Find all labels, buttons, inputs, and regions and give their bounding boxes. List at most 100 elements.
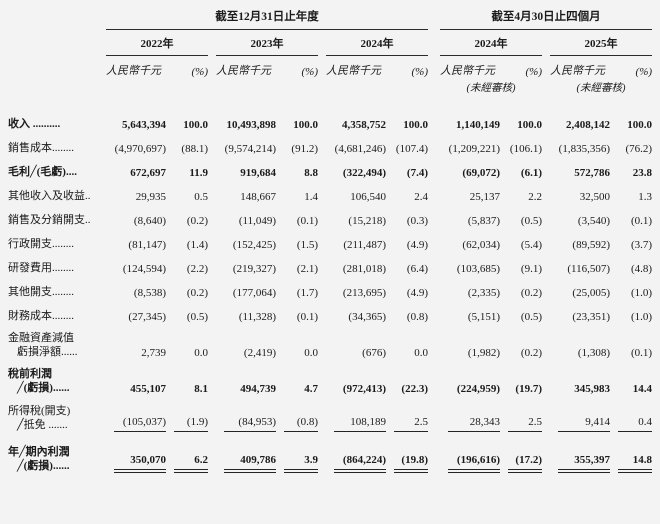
- amount-cell: (2,335): [467, 287, 500, 299]
- percent-cell: (0.1): [630, 215, 653, 227]
- percent-cell: 100.0: [293, 119, 318, 131]
- unaudited-note: (未經審核): [576, 83, 626, 94]
- percent-label: (%): [411, 66, 429, 78]
- percent-cell: 4.7: [304, 383, 318, 395]
- table-row-other-expenses: 其他開支........ (8,538) (0.2) (177,064) (1.…: [8, 279, 652, 303]
- amount-cell: (1,209,221): [448, 143, 500, 155]
- percent-cell: (22.3): [401, 383, 428, 395]
- table-row-profit-for-period: 年╱期內利潤 ╱(虧損)...... 350,070 6.2 409,786 3…: [8, 436, 653, 477]
- year-header-apr-2024: 2024年: [440, 29, 542, 56]
- amount-cell: 1,140,149: [456, 119, 500, 131]
- row-label-cost-of-sales: 銷售成本........: [8, 142, 74, 154]
- amount-cell: (322,494): [342, 167, 386, 179]
- percent-cell: (1.7): [296, 287, 318, 299]
- amount-cell: (15,218): [348, 215, 386, 227]
- percent-cell: (2.2): [186, 263, 208, 275]
- percent-cell: (0.2): [520, 347, 542, 359]
- amount-cell: 10,493,898: [226, 119, 277, 131]
- unaudited-row: (未經審核) (未經審核): [8, 78, 652, 95]
- amount-cell: (84,953): [216, 399, 276, 436]
- percent-cell: (4.9): [406, 287, 428, 299]
- percent-cell: (0.1): [630, 347, 653, 359]
- amount-cell: 25,137: [469, 191, 500, 203]
- percent-cell: (88.1): [181, 143, 208, 155]
- period-group-apr-title: 截至4月30日止四個月: [440, 8, 653, 30]
- amount-cell: 455,107: [130, 383, 166, 395]
- amount-cell: (5,151): [467, 311, 500, 323]
- percent-cell: (107.4): [395, 143, 428, 155]
- percent-cell: 2.4: [414, 191, 428, 203]
- amount-cell: (81,147): [128, 239, 166, 251]
- percent-cell: 3.9: [276, 436, 318, 477]
- percent-cell: 2.5: [386, 399, 428, 436]
- amount-cell: (4,681,246): [334, 143, 386, 155]
- percent-label: (%): [635, 66, 653, 78]
- year-header-2024: 2024年: [326, 29, 428, 56]
- currency-unit-label: 人民幣千元: [326, 65, 381, 77]
- year-header-apr-2025: 2025年: [550, 29, 653, 56]
- table-row-gross-profit: 毛利╱(毛虧).... 672,697 11.9 919,684 8.8 (32…: [8, 159, 652, 183]
- amount-cell: (8,538): [133, 287, 166, 299]
- row-label-selling-expenses: 銷售及分銷開支..: [8, 214, 91, 226]
- percent-cell: 8.1: [194, 383, 208, 395]
- percent-cell: 100.0: [403, 119, 428, 131]
- amount-cell: (5,837): [467, 215, 500, 227]
- amount-cell: 350,070: [106, 436, 166, 477]
- percent-cell: 100.0: [627, 119, 653, 131]
- percent-cell: (0.8): [276, 399, 318, 436]
- percent-cell: (0.8): [406, 311, 428, 323]
- percent-cell: 100.0: [517, 119, 542, 131]
- amount-cell: (213,695): [342, 287, 386, 299]
- amount-cell: (27,345): [128, 311, 166, 323]
- row-label-other-expenses: 其他開支........: [8, 286, 74, 298]
- table-row-profit-before-tax: 稅前利潤 ╱(虧損)...... 455,107 8.1 494,739 4.7…: [8, 363, 652, 399]
- row-label-impairment: 金融資產減值 虧損淨額......: [8, 332, 78, 358]
- percent-cell: 2.5: [500, 399, 542, 436]
- amount-cell: 2,408,142: [566, 119, 610, 131]
- amount-cell: (4,970,697): [114, 143, 166, 155]
- percent-cell: 0.4: [610, 399, 653, 436]
- row-label-finance-costs: 財務成本........: [8, 310, 74, 322]
- year-header-row: 2022年 2023年 2024年 2024年 2025年: [8, 29, 653, 56]
- percent-cell: (0.5): [520, 311, 542, 323]
- unaudited-note: (未經審核): [466, 83, 516, 94]
- percent-cell: (1.0): [630, 311, 653, 323]
- amount-cell: 355,397: [550, 436, 610, 477]
- amount-cell: (211,487): [343, 239, 386, 251]
- amount-cell: 4,358,752: [342, 119, 386, 131]
- percent-cell: (9.1): [520, 263, 542, 275]
- amount-cell: (8,640): [133, 215, 166, 227]
- table-row-other-income: 其他收入及收益.. 29,935 0.5 148,667 1.4 106,540…: [8, 183, 652, 207]
- percent-cell: (4.8): [630, 263, 653, 275]
- percent-cell: (1.4): [186, 239, 208, 251]
- amount-cell: 108,189: [326, 399, 386, 436]
- amount-cell: (3,540): [577, 215, 610, 227]
- amount-cell: (972,413): [342, 383, 386, 395]
- percent-cell: 0.0: [304, 347, 318, 359]
- percent-cell: 1.4: [304, 191, 318, 203]
- amount-cell: (177,064): [232, 287, 276, 299]
- amount-cell: 5,643,394: [122, 119, 166, 131]
- row-label-income-tax: 所得稅(開支) ╱抵免 .......: [8, 405, 71, 431]
- amount-cell: 2,739: [141, 347, 166, 359]
- row-label-admin-expenses: 行政開支........: [8, 238, 74, 250]
- amount-cell: (224,959): [456, 383, 500, 395]
- row-label-revenue: 收入 ..........: [8, 118, 61, 130]
- amount-cell: (676): [362, 347, 386, 359]
- percent-cell: 11.9: [189, 167, 208, 179]
- percent-label: (%): [525, 66, 543, 78]
- percent-cell: (7.4): [406, 167, 428, 179]
- percent-cell: (1.0): [630, 287, 653, 299]
- row-label-gross-profit: 毛利╱(毛虧)....: [8, 166, 77, 178]
- amount-cell: (11,328): [238, 311, 276, 323]
- table-row-impairment-financial-assets: 金融資產減值 虧損淨額...... 2,739 0.0 (2,419) 0.0 …: [8, 327, 652, 363]
- percent-cell: 6.2: [166, 436, 208, 477]
- amount-cell: 919,684: [240, 167, 276, 179]
- percent-cell: (17.2): [500, 436, 542, 477]
- percent-label: (%): [191, 66, 209, 78]
- amount-cell: (864,224): [326, 436, 386, 477]
- percent-cell: 0.5: [194, 191, 208, 203]
- unit-header-row: 人民幣千元 (%) 人民幣千元 (%) 人民幣千元 (%) 人民幣千元 (%) …: [8, 56, 653, 78]
- table-row-selling-expenses: 銷售及分銷開支.. (8,640) (0.2) (11,049) (0.1) (…: [8, 207, 652, 231]
- amount-cell: (116,507): [567, 263, 610, 275]
